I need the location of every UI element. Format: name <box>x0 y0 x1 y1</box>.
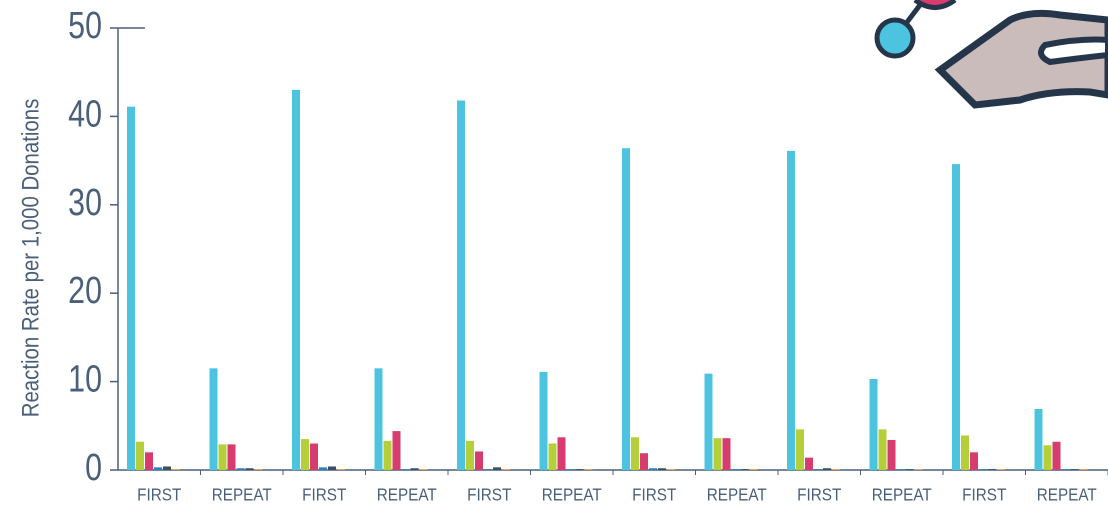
x-tick-label: REPEAT <box>707 485 767 505</box>
bar <box>236 468 245 470</box>
y-tick-label: 10 <box>68 359 102 401</box>
bar <box>310 443 318 470</box>
bar <box>914 469 923 470</box>
x-tick-label: FIRST <box>137 485 181 505</box>
bar <box>988 469 996 470</box>
bar <box>419 469 428 470</box>
bar <box>640 453 648 470</box>
bar <box>713 438 722 470</box>
bar <box>832 469 840 470</box>
bar <box>401 469 410 470</box>
x-tick-label: FIRST <box>302 485 346 505</box>
bar <box>1079 469 1088 470</box>
x-tick-label: REPEAT <box>872 485 932 505</box>
bar <box>997 469 1005 470</box>
bar <box>410 468 419 470</box>
y-tick-label: 20 <box>68 270 102 312</box>
bar <box>631 437 639 470</box>
x-tick-label: FIRST <box>797 485 841 505</box>
bar <box>337 469 345 470</box>
bar <box>905 469 914 470</box>
bar <box>952 164 960 471</box>
bar <box>1052 441 1061 470</box>
bar <box>667 469 675 470</box>
y-axis-label: Reaction Rate per 1,000 Donations <box>17 99 44 418</box>
y-tick-label: 50 <box>68 5 102 47</box>
bar <box>1061 469 1070 470</box>
bar <box>722 438 731 470</box>
bar <box>154 467 162 470</box>
x-tick-label: REPEAT <box>212 485 272 505</box>
bar <box>557 437 566 470</box>
x-tick-label: FIRST <box>962 485 1006 505</box>
bar <box>823 468 831 470</box>
bar <box>1043 445 1052 470</box>
x-tick-label: FIRST <box>467 485 511 505</box>
bar <box>887 439 896 470</box>
bar <box>383 440 392 470</box>
bar <box>209 368 218 470</box>
bar <box>163 466 171 470</box>
bar <box>658 468 666 470</box>
bar <box>374 368 383 470</box>
bar <box>136 441 144 470</box>
bar <box>292 89 300 470</box>
bar <box>502 469 510 470</box>
bar <box>457 100 465 470</box>
bar <box>805 457 813 470</box>
y-tick-label: 30 <box>68 182 102 224</box>
bar <box>814 469 822 470</box>
bar <box>254 469 263 470</box>
bar <box>392 431 401 470</box>
bar <box>796 429 804 470</box>
x-tick-label: REPEAT <box>377 485 437 505</box>
bar <box>749 469 758 470</box>
y-tick-label: 0 <box>85 447 102 489</box>
bar <box>301 439 309 470</box>
bar <box>172 469 180 470</box>
bar <box>970 452 978 470</box>
bar <box>493 467 501 470</box>
bar <box>584 469 593 470</box>
bar <box>740 469 749 470</box>
bar <box>548 443 557 470</box>
bar <box>575 469 584 470</box>
x-tick-label: FIRST <box>632 485 676 505</box>
bar <box>566 469 575 470</box>
bar <box>878 429 887 470</box>
bar <box>319 467 327 470</box>
bar <box>622 148 630 470</box>
bar <box>787 150 795 470</box>
bar <box>1070 469 1079 470</box>
decoration <box>874 0 1108 109</box>
y-tick-label: 40 <box>68 93 102 135</box>
bar <box>328 466 336 470</box>
x-tick-label: REPEAT <box>1037 485 1097 505</box>
bar <box>475 451 483 470</box>
bar <box>1034 409 1043 470</box>
bar <box>731 469 740 470</box>
bar <box>227 444 236 470</box>
bar <box>484 469 492 470</box>
bar <box>539 371 548 470</box>
bar <box>466 440 474 470</box>
bar <box>245 468 254 470</box>
x-tick-label: REPEAT <box>542 485 602 505</box>
bar <box>218 444 227 470</box>
bar <box>979 469 987 470</box>
bar <box>896 469 905 470</box>
bar <box>869 378 878 470</box>
bar <box>649 468 657 470</box>
bar <box>145 452 153 470</box>
bar <box>127 106 135 471</box>
bar <box>704 373 713 470</box>
bar <box>961 435 969 470</box>
